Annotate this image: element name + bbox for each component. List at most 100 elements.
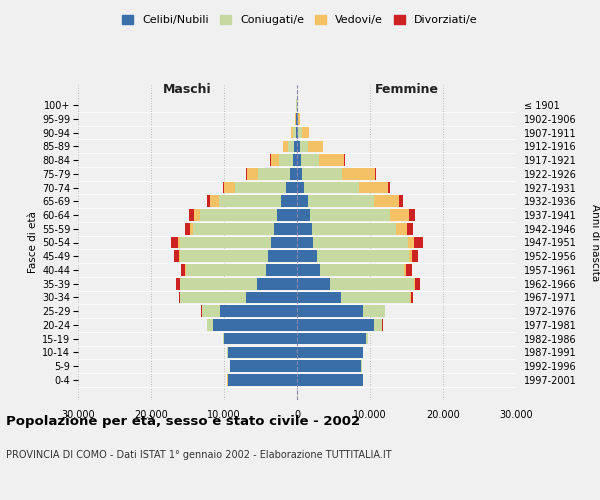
Text: Maschi: Maschi [163,82,212,96]
Bar [341,292,410,304]
Bar [181,264,185,276]
Bar [172,236,178,248]
Bar [180,292,246,304]
Bar [257,278,297,289]
Bar [291,127,293,138]
Bar [374,319,382,330]
Bar [311,223,395,234]
Bar [202,306,220,317]
Bar [313,236,408,248]
Bar [207,319,213,330]
Bar [185,223,190,234]
Legend: Celibi/Nubili, Coniugati/e, Vedovi/e, Divorziati/e: Celibi/Nubili, Coniugati/e, Vedovi/e, Di… [118,10,482,30]
Text: Femmine: Femmine [374,82,439,96]
Bar [220,306,297,317]
Bar [301,154,319,166]
Bar [374,196,399,207]
Bar [317,250,409,262]
Bar [319,154,344,166]
Bar [297,182,304,194]
Bar [283,140,287,152]
Bar [227,374,297,386]
Bar [367,333,368,344]
Bar [297,127,298,138]
Bar [293,154,297,166]
Bar [179,250,180,262]
Bar [414,236,422,248]
Bar [297,333,367,344]
Bar [293,127,296,138]
Bar [297,292,341,304]
Bar [297,250,317,262]
Bar [271,236,297,248]
Bar [410,292,413,304]
Bar [179,292,180,304]
Bar [178,236,180,248]
Bar [174,250,179,262]
Bar [404,264,406,276]
Bar [287,140,294,152]
Bar [395,223,407,234]
Bar [298,113,300,124]
Bar [407,223,413,234]
Bar [223,333,224,344]
Bar [223,182,224,194]
Bar [330,278,414,289]
Bar [304,182,359,194]
Bar [266,264,297,276]
Bar [297,154,301,166]
Bar [297,236,313,248]
Bar [308,140,323,152]
Bar [414,278,415,289]
Bar [412,250,418,262]
Bar [415,278,419,289]
Bar [296,113,297,124]
Bar [210,196,219,207]
Bar [308,196,374,207]
Bar [180,250,268,262]
Bar [247,168,257,179]
Bar [224,333,297,344]
Bar [280,154,293,166]
Bar [399,196,403,207]
Bar [271,154,280,166]
Bar [408,236,414,248]
Text: PROVINCIA DI COMO - Dati ISTAT 1° gennaio 2002 - Elaborazione TUTTITALIA.IT: PROVINCIA DI COMO - Dati ISTAT 1° gennai… [6,450,392,460]
Bar [213,319,297,330]
Bar [391,209,409,221]
Bar [297,374,362,386]
Bar [297,346,362,358]
Bar [219,196,281,207]
Bar [296,127,297,138]
Bar [257,168,290,179]
Bar [281,196,297,207]
Bar [268,250,297,262]
Bar [342,168,375,179]
Bar [297,196,308,207]
Y-axis label: Anni di nascita: Anni di nascita [590,204,600,281]
Bar [297,360,361,372]
Bar [277,209,297,221]
Bar [180,278,257,289]
Bar [227,346,297,358]
Bar [297,306,362,317]
Bar [235,182,286,194]
Bar [294,140,297,152]
Bar [406,264,412,276]
Bar [246,292,297,304]
Bar [200,209,277,221]
Bar [302,168,342,179]
Bar [297,209,310,221]
Bar [180,236,271,248]
Bar [224,182,235,194]
Bar [297,278,330,289]
Bar [409,209,415,221]
Bar [190,223,193,234]
Bar [359,182,388,194]
Bar [286,182,297,194]
Bar [230,360,297,372]
Bar [194,209,200,221]
Text: Popolazione per età, sesso e stato civile - 2002: Popolazione per età, sesso e stato civil… [6,415,360,428]
Bar [297,319,374,330]
Bar [297,113,298,124]
